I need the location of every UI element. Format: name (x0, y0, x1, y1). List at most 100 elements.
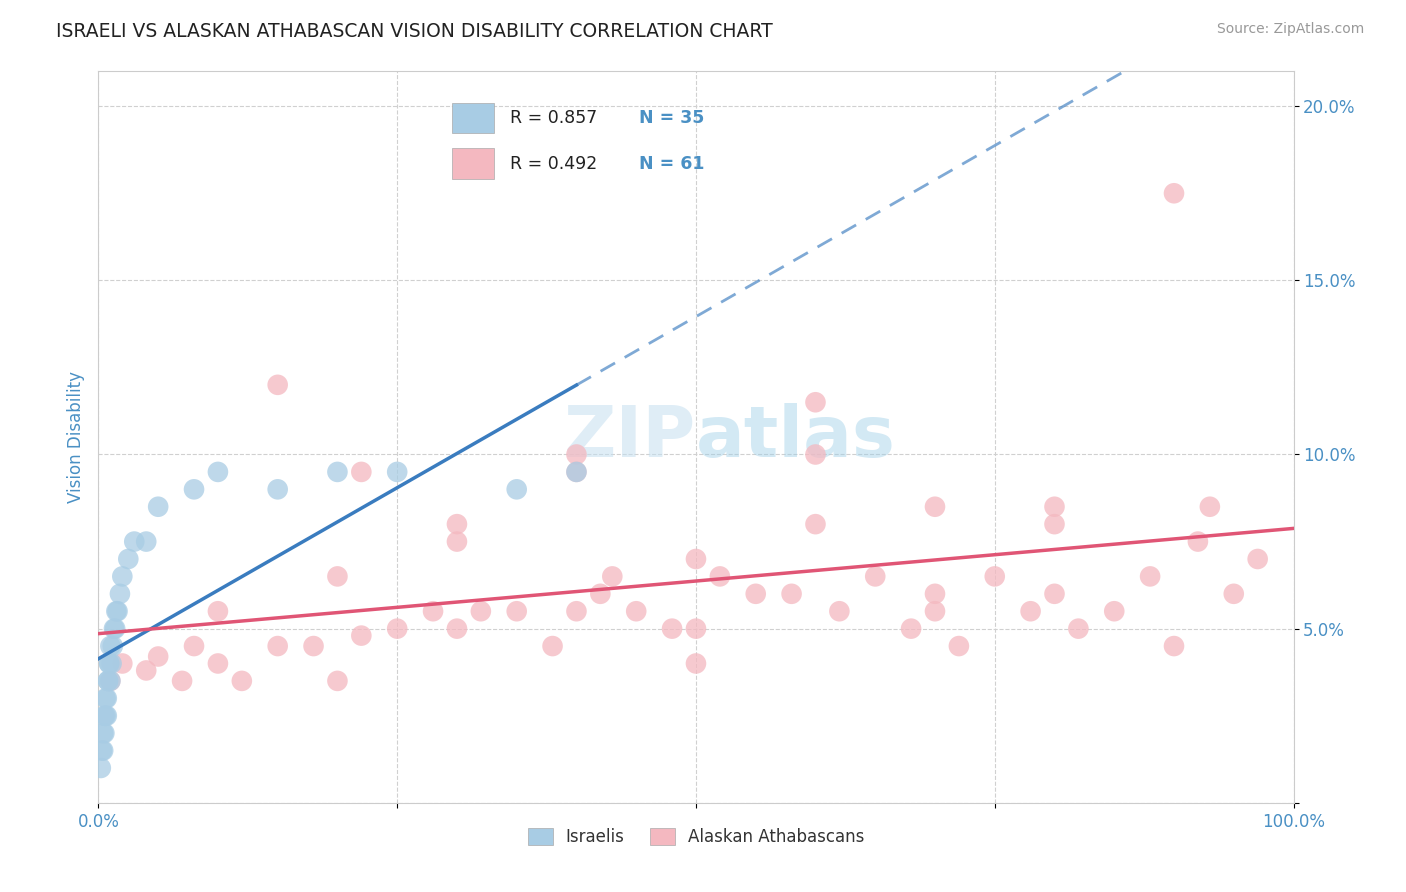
Point (541, 639, 564, 653)
Point (1104, 604, 1126, 618)
Point (685, 657, 707, 671)
Text: atlas: atlas (696, 402, 896, 472)
Point (107, 604, 129, 618)
Point (183, 483, 205, 497)
Y-axis label: Vision Disability: Vision Disability (66, 371, 84, 503)
Text: Source: ZipAtlas.com: Source: ZipAtlas.com (1216, 22, 1364, 37)
Point (98, 673, 122, 688)
Text: ISRAELI VS ALASKAN ATHABASCAN VISION DISABILITY CORRELATION CHART: ISRAELI VS ALASKAN ATHABASCAN VISION DIS… (56, 22, 773, 41)
Point (804, 517, 827, 532)
Point (98, 657, 121, 671)
Point (135, 664, 157, 678)
Point (948, 639, 970, 653)
Point (350, 629, 373, 643)
Point (984, 569, 1007, 583)
Point (924, 604, 946, 618)
Point (117, 552, 139, 566)
Point (124, 534, 146, 549)
Point (98, 657, 121, 671)
Point (326, 673, 349, 688)
Point (96, 708, 118, 723)
Point (1163, 639, 1185, 653)
Point (302, 639, 325, 653)
Point (111, 657, 134, 671)
Point (94, 691, 117, 706)
Point (385, 622, 409, 636)
Point (506, 604, 529, 618)
Point (446, 517, 468, 532)
Point (207, 465, 229, 479)
Point (91, 743, 114, 757)
Point (565, 448, 588, 462)
Point (745, 587, 768, 601)
Point (385, 465, 409, 479)
Point (148, 649, 170, 664)
Point (97, 673, 120, 688)
Point (97, 673, 120, 688)
Point (267, 483, 290, 497)
Point (183, 639, 205, 653)
Point (565, 465, 588, 479)
Point (111, 569, 134, 583)
Point (207, 657, 229, 671)
Point (148, 500, 170, 514)
Point (506, 483, 529, 497)
Point (1223, 587, 1246, 601)
Point (1043, 587, 1066, 601)
Text: ZIP: ZIP (564, 402, 696, 472)
Point (103, 622, 125, 636)
Point (865, 569, 887, 583)
Legend: Israelis, Alaskan Athabascans: Israelis, Alaskan Athabascans (520, 822, 872, 853)
Point (446, 622, 468, 636)
Point (231, 673, 253, 688)
Point (98, 673, 122, 688)
Point (100, 657, 122, 671)
Point (108, 587, 131, 601)
Point (1199, 500, 1222, 514)
Point (326, 569, 349, 583)
Point (1019, 604, 1042, 618)
Point (98, 639, 122, 653)
Point (101, 639, 124, 653)
Point (1067, 622, 1090, 636)
Point (685, 552, 707, 566)
Point (1187, 534, 1209, 549)
Point (565, 465, 588, 479)
Point (105, 604, 128, 618)
Point (828, 604, 851, 618)
Point (104, 622, 127, 636)
Point (422, 604, 444, 618)
Point (93, 708, 115, 723)
Point (172, 673, 194, 688)
Point (900, 622, 922, 636)
Point (267, 377, 290, 392)
Point (626, 604, 648, 618)
Point (96, 691, 118, 706)
Point (90, 761, 112, 775)
Point (565, 604, 588, 618)
Point (804, 395, 827, 409)
Point (93, 726, 115, 740)
Point (589, 587, 612, 601)
Point (685, 622, 707, 636)
Point (91, 726, 114, 740)
Point (709, 569, 731, 583)
Point (661, 622, 683, 636)
Point (1043, 517, 1066, 532)
Point (91, 743, 114, 757)
Point (350, 465, 373, 479)
Point (94, 708, 117, 723)
Point (207, 604, 229, 618)
Point (1163, 186, 1185, 201)
Point (1139, 569, 1161, 583)
Point (1247, 552, 1270, 566)
Point (470, 604, 492, 618)
Point (326, 465, 349, 479)
Point (267, 639, 290, 653)
Point (1043, 500, 1066, 514)
Point (780, 587, 803, 601)
Point (446, 534, 468, 549)
Point (804, 448, 827, 462)
Point (602, 569, 624, 583)
Point (924, 587, 946, 601)
